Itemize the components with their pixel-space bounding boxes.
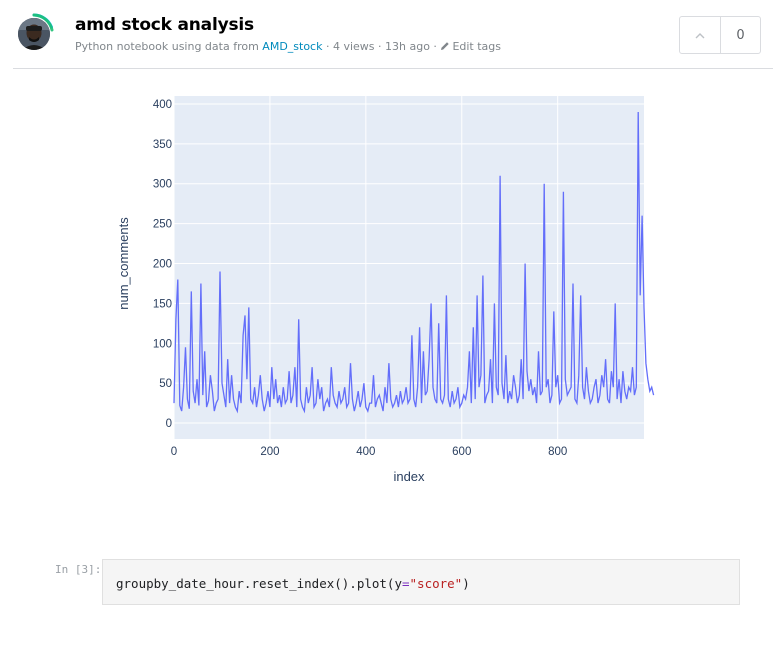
- header-divider: [13, 68, 773, 69]
- vote-count: 0: [736, 27, 745, 43]
- kernel-meta: Python notebook using data from AMD_stoc…: [75, 40, 501, 53]
- code-operator: =: [401, 576, 410, 591]
- y-tick-label: 250: [153, 219, 172, 231]
- x-tick-label: 400: [356, 446, 375, 458]
- vote-widget: 0: [679, 16, 761, 54]
- chevron-up-icon: [695, 32, 705, 38]
- series-line: [173, 111, 655, 414]
- pencil-icon: [441, 42, 450, 50]
- code-text: groupby_date_hour.reset_index().plot(y: [116, 576, 402, 591]
- x-tick-label: 0: [171, 446, 177, 458]
- y-tick-label: 350: [153, 139, 172, 151]
- y-tick-label: 300: [153, 179, 172, 191]
- x-tick-label: 800: [548, 446, 567, 458]
- code-string: "score": [409, 576, 463, 591]
- y-tick-label: 200: [153, 259, 172, 271]
- x-tick-label: 200: [260, 446, 279, 458]
- avatar: [18, 18, 50, 50]
- page-title: amd stock analysis: [75, 15, 254, 35]
- edit-tags-link[interactable]: Edit tags: [440, 40, 501, 53]
- edit-tags-label: Edit tags: [452, 40, 502, 53]
- y-tick-label: 400: [153, 99, 172, 111]
- progress-ring-icon: [32, 13, 54, 32]
- upvote-button[interactable]: [680, 17, 721, 53]
- plot-background: [174, 96, 644, 439]
- num-comments-line-chart: 0 50 100 150 200 250 300 350 400 0 200 400 600 800 in…: [116, 96, 655, 484]
- y-axis-label: num_comments: [116, 217, 131, 310]
- x-axis-label: index: [393, 469, 425, 484]
- y-tick-label: 150: [153, 298, 172, 310]
- code-suffix: ): [462, 576, 470, 591]
- user-photo-icon: [18, 18, 50, 50]
- code-line: groupby_date_hour.reset_index().plot(y="…: [116, 576, 470, 591]
- kernel-header: amd stock analysis Python notebook using…: [0, 0, 773, 69]
- x-tick-label: 600: [452, 446, 471, 458]
- y-tick-label: 100: [153, 338, 172, 350]
- author-avatar[interactable]: [13, 13, 55, 55]
- cell-prompt: In [3]:: [55, 563, 102, 576]
- y-tick-label: 0: [166, 418, 172, 430]
- y-tick-label: 50: [159, 378, 172, 390]
- meta-views: · 4 views · 13h ago ·: [322, 40, 441, 53]
- dataset-link[interactable]: AMD_stock: [262, 40, 323, 53]
- code-cell[interactable]: groupby_date_hour.reset_index().plot(y="…: [102, 559, 740, 605]
- meta-prefix: Python notebook using data from: [75, 40, 263, 53]
